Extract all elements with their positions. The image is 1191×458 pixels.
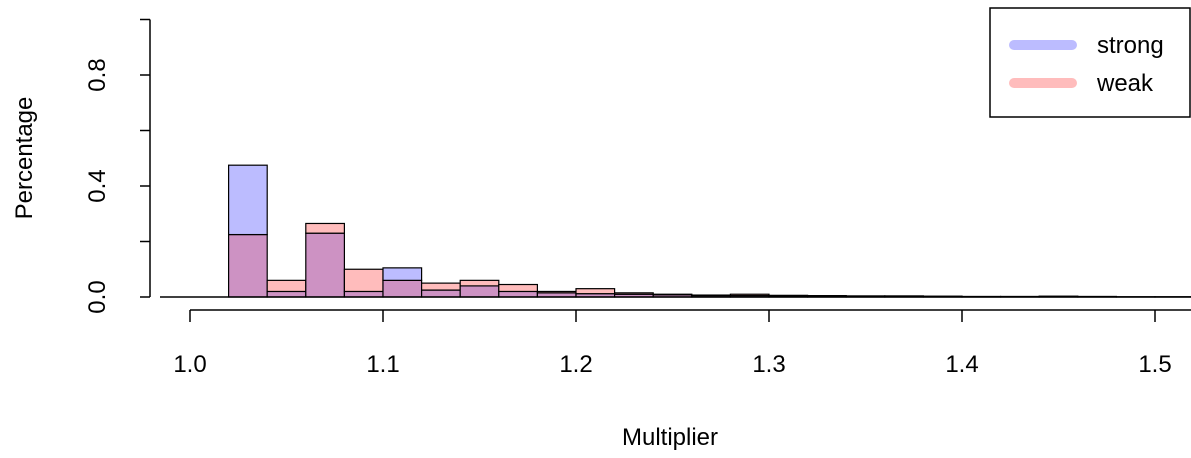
bar-overlap-3 (343, 290, 384, 298)
y-axis-label: Percentage (11, 97, 38, 220)
bar-weak-13 (729, 293, 770, 297)
bar-strong-4 (382, 267, 423, 281)
bar-weak-5 (421, 282, 461, 291)
bar-overlap-5 (421, 289, 461, 298)
y-axis: 0.0 0.4 0.8 (84, 18, 151, 314)
bar-strong-0 (228, 164, 268, 236)
bar-overlap-4 (382, 279, 423, 298)
bar-weak-3 (343, 268, 384, 293)
bar-weak-11 (652, 293, 693, 296)
bar-overlap-1 (266, 290, 307, 298)
bar-weak-8 (536, 290, 577, 294)
bar-weak-6 (459, 279, 500, 287)
legend-label-strong: strong (1097, 32, 1164, 59)
x-tick-label-2: 1.2 (559, 351, 592, 378)
bar-overlap-0 (228, 233, 268, 298)
x-axis: 1.0 1.1 1.2 1.3 1.4 1.5 (173, 309, 1191, 378)
legend-box (989, 7, 1191, 118)
bar-overlap-6 (459, 285, 500, 298)
x-tick-label-4: 1.4 (945, 351, 978, 378)
bar-overlap-7 (498, 290, 538, 298)
y-tick-label-1: 0.4 (84, 169, 111, 202)
legend-label-weak: weak (1096, 70, 1154, 97)
x-tick-label-0: 1.0 (173, 351, 206, 378)
legend: strong weak (989, 7, 1191, 118)
y-tick-label-2: 0.8 (84, 58, 111, 91)
bar-weak-14 (768, 294, 809, 297)
bar-weak-12 (691, 294, 731, 297)
bar-weak-7 (498, 283, 538, 293)
bar-overlap-2 (305, 232, 345, 298)
bar-weak-10 (613, 292, 654, 295)
bar-weak-9 (575, 288, 616, 295)
bars-layer (228, 164, 1191, 298)
x-tick-label-1: 1.1 (366, 351, 399, 378)
bar-weak-1 (266, 279, 307, 293)
x-tick-label-3: 1.3 (752, 351, 785, 378)
x-tick-label-5: 1.5 (1138, 351, 1171, 378)
x-axis-label: Multiplier (622, 424, 718, 451)
bar-weak-2 (305, 222, 345, 234)
y-tick-label-0: 0.0 (84, 280, 111, 313)
